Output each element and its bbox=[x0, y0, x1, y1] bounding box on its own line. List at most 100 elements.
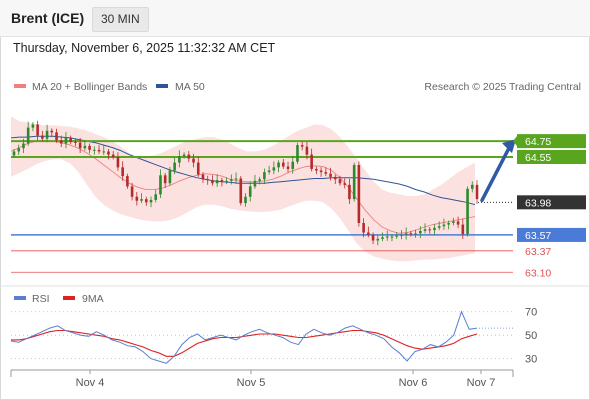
candle-body bbox=[111, 154, 115, 158]
legend-label-rsi-ma: 9MA bbox=[82, 293, 104, 305]
candle-body bbox=[244, 196, 247, 204]
price-tag-label-64-75: 64.75 bbox=[525, 136, 551, 148]
candle-body bbox=[144, 199, 148, 203]
price-tag-63-98 bbox=[517, 195, 586, 210]
legend-swatch-ma20 bbox=[14, 84, 26, 88]
candle-body bbox=[83, 145, 87, 149]
candle-body bbox=[31, 124, 35, 128]
candle-body bbox=[475, 184, 479, 200]
candle-body bbox=[163, 175, 167, 184]
candle-body bbox=[362, 222, 365, 233]
candle-body bbox=[367, 232, 370, 235]
candle-body bbox=[470, 184, 474, 189]
candle-body bbox=[381, 237, 384, 239]
candle-body bbox=[154, 194, 158, 200]
x-tick-label: Nov 4 bbox=[76, 377, 105, 389]
price-tag-64-75 bbox=[517, 134, 586, 149]
candle-body bbox=[400, 234, 403, 236]
price-tag-label-63-57: 63.57 bbox=[525, 230, 551, 242]
candle-body bbox=[50, 130, 54, 133]
candle-body bbox=[447, 222, 450, 225]
candle-body bbox=[338, 179, 342, 184]
candle-body bbox=[64, 137, 68, 144]
legend-label-ma50: MA 50 bbox=[175, 81, 205, 93]
candle-body bbox=[239, 178, 243, 204]
rsi-tick-30: 30 bbox=[525, 354, 537, 366]
candle-body bbox=[267, 170, 271, 173]
candle-body bbox=[201, 174, 205, 180]
rsi-tick-50: 50 bbox=[525, 330, 537, 342]
candle-body bbox=[461, 224, 465, 235]
candle-body bbox=[69, 137, 72, 142]
instrument-title: Brent (ICE) bbox=[11, 10, 85, 26]
candle-body bbox=[97, 149, 101, 152]
candle-body bbox=[107, 151, 110, 155]
candle-body bbox=[319, 170, 323, 173]
forecast-arrow-head bbox=[502, 139, 516, 154]
rsi-line bbox=[10, 310, 478, 364]
candle-body bbox=[452, 221, 455, 223]
candle-body bbox=[211, 180, 214, 184]
candle-body bbox=[59, 140, 63, 144]
candle-body bbox=[272, 167, 276, 171]
level-label-63-10: 63.10 bbox=[525, 267, 551, 279]
candle-body bbox=[300, 145, 304, 147]
x-tick-label: Nov 5 bbox=[237, 377, 266, 389]
candle-body bbox=[17, 148, 21, 152]
candle-body bbox=[26, 127, 30, 144]
candle-body bbox=[456, 221, 460, 225]
candle-body bbox=[376, 238, 380, 241]
candle-body bbox=[36, 124, 39, 136]
candle-body bbox=[187, 154, 191, 159]
candle-body bbox=[315, 168, 318, 171]
rsi-ma-line bbox=[11, 329, 478, 357]
candle-body bbox=[168, 170, 172, 184]
candle-body bbox=[395, 235, 398, 237]
candle-body bbox=[286, 166, 290, 169]
forecast-arrow-shaft bbox=[480, 144, 512, 203]
candle-body bbox=[159, 175, 162, 195]
candle-body bbox=[55, 132, 58, 141]
ma20-line bbox=[10, 139, 476, 234]
header-bar: Brent (ICE) 30 MIN bbox=[0, 0, 590, 37]
legend-label-rsi: RSI bbox=[32, 293, 50, 305]
candle-body bbox=[357, 164, 361, 223]
candle-body bbox=[196, 162, 200, 175]
candle-body bbox=[140, 199, 143, 201]
candle-body bbox=[253, 180, 257, 187]
candle-body bbox=[78, 142, 82, 149]
candle-body bbox=[419, 230, 422, 234]
candle-body bbox=[88, 145, 91, 150]
x-tick-label: Nov 6 bbox=[399, 377, 428, 389]
candle-body bbox=[192, 158, 195, 163]
candle-body bbox=[121, 167, 124, 177]
candle-body bbox=[404, 233, 408, 235]
candle-body bbox=[466, 188, 469, 235]
copyright-text: Research © 2025 Trading Central bbox=[424, 81, 581, 93]
price-tag-label-64-55: 64.55 bbox=[525, 152, 551, 164]
candle-body bbox=[414, 233, 417, 235]
candle-body bbox=[428, 229, 432, 231]
candle-body bbox=[22, 143, 25, 149]
legend-swatch-rsi-ma bbox=[63, 296, 75, 300]
candle-body bbox=[371, 234, 375, 241]
candle-body bbox=[173, 162, 176, 171]
candle-body bbox=[442, 224, 446, 227]
x-tick-label: Nov 7 bbox=[467, 377, 496, 389]
level-label-63-37: 63.37 bbox=[525, 246, 551, 258]
rsi-tick-70: 70 bbox=[525, 307, 537, 319]
price-tag-pointer bbox=[513, 136, 517, 147]
candle-body bbox=[215, 180, 219, 184]
candle-body bbox=[352, 164, 356, 200]
candle-body bbox=[329, 173, 332, 177]
price-tag-64-55 bbox=[517, 150, 586, 165]
price-tag-63-57 bbox=[517, 227, 586, 242]
timeframe-button[interactable]: 30 MIN bbox=[92, 7, 149, 32]
candle-body bbox=[135, 196, 139, 201]
candle-body bbox=[220, 180, 224, 182]
candle-body bbox=[130, 186, 134, 197]
candle-body bbox=[343, 183, 347, 185]
candle-body bbox=[348, 184, 351, 200]
candle-body bbox=[178, 156, 181, 163]
